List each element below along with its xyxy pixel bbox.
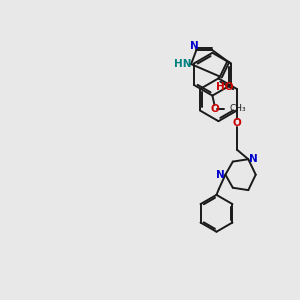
Text: N: N — [190, 41, 199, 51]
Text: O: O — [232, 118, 242, 128]
Text: N: N — [249, 154, 258, 164]
Text: HO: HO — [216, 82, 233, 92]
Text: O: O — [210, 104, 219, 114]
Text: CH₃: CH₃ — [230, 104, 246, 113]
Text: N: N — [216, 170, 225, 180]
Text: HN: HN — [174, 58, 191, 68]
